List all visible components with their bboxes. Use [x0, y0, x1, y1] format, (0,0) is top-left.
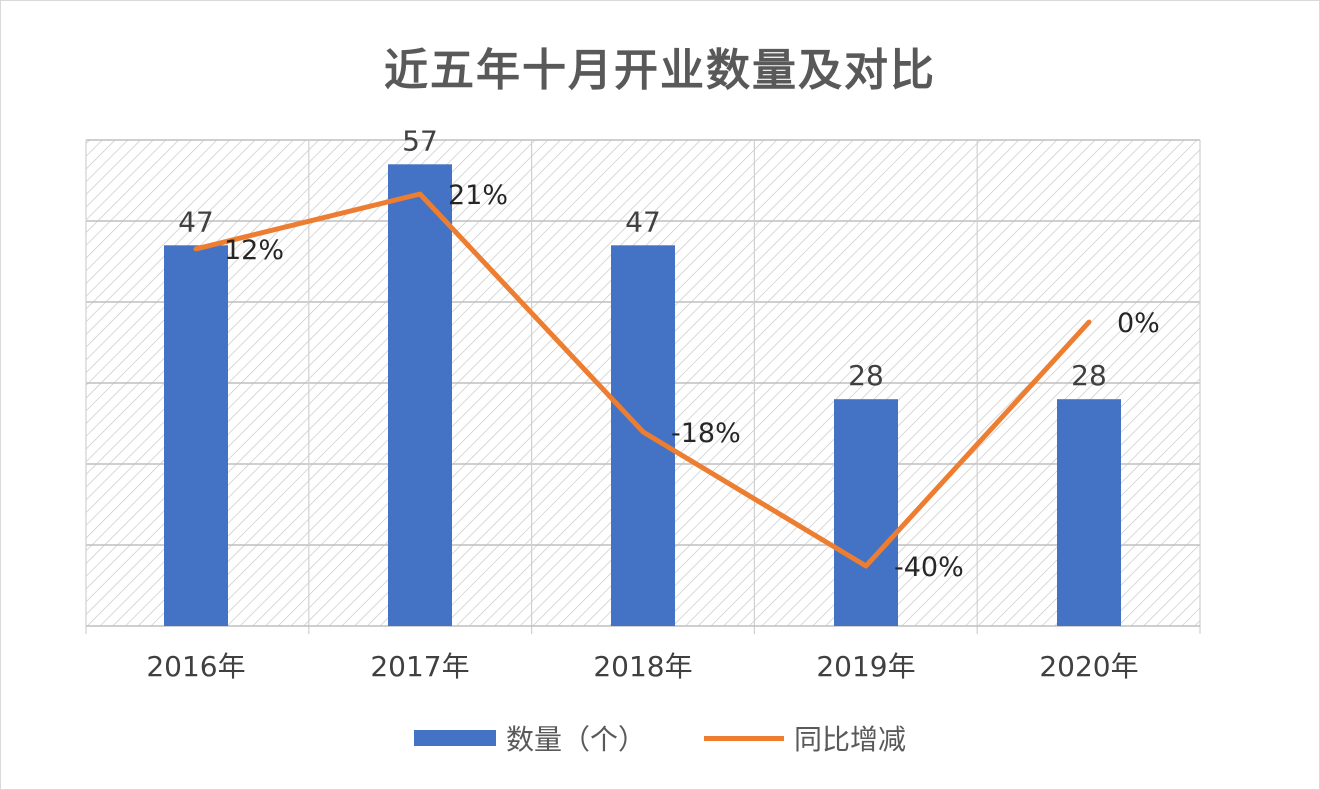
- bar-value-label-3: 28: [848, 359, 884, 392]
- legend-label-yoy: 同比增减: [794, 723, 907, 756]
- line-value-label-0: 12%: [224, 235, 284, 266]
- x-tick-label-1: 2017年: [370, 650, 469, 683]
- line-value-label-2: -18%: [671, 418, 741, 449]
- bar-2017年: [388, 164, 452, 627]
- chart-legend: 数量（个） 同比增减: [0, 718, 1320, 758]
- x-tick-label-2: 2018年: [593, 650, 692, 683]
- legend-label-count: 数量（个）: [505, 723, 646, 756]
- bar-value-label-2: 47: [625, 205, 661, 238]
- bar-2016年: [164, 245, 228, 627]
- legend-item-count: 数量（个）: [413, 718, 646, 758]
- bar-2020年: [1057, 399, 1121, 626]
- legend-swatch-line: [704, 735, 784, 741]
- legend-item-yoy: 同比增减: [704, 718, 906, 758]
- line-value-label-4: 0%: [1117, 308, 1160, 339]
- bar-value-label-4: 28: [1071, 359, 1107, 392]
- bar-2019年: [834, 399, 898, 626]
- line-value-label-1: 21%: [448, 180, 508, 211]
- x-tick-label-0: 2016年: [146, 650, 245, 683]
- line-value-label-3: -40%: [894, 552, 964, 583]
- legend-swatch-bar: [413, 730, 496, 746]
- bar-value-label-0: 47: [178, 205, 214, 238]
- bar-value-label-1: 57: [402, 124, 438, 157]
- x-tick-label-4: 2020年: [1039, 650, 1138, 683]
- x-tick-label-3: 2019年: [816, 650, 915, 683]
- bar-2018年: [611, 245, 675, 627]
- chart-title: 近五年十月开业数量及对比: [384, 45, 936, 96]
- line-yoy: [193, 191, 1092, 569]
